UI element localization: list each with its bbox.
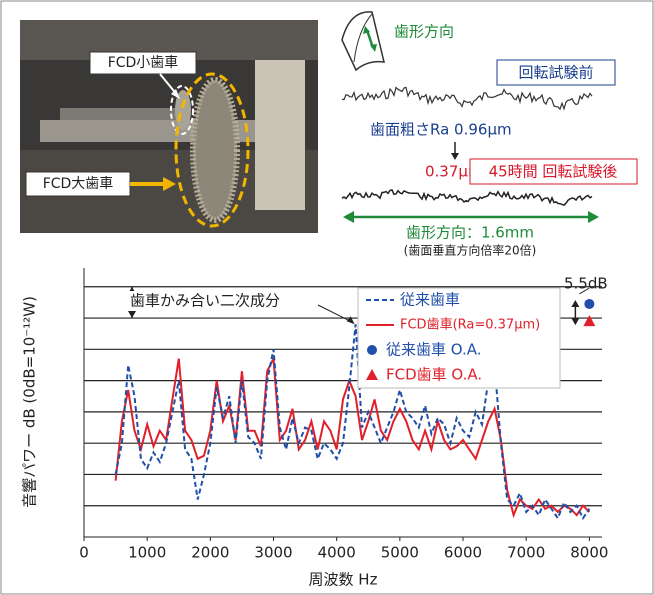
- direction-label: 歯形方向: [394, 23, 454, 41]
- x-tick-label: 1000: [128, 544, 166, 562]
- small-gear-label: FCD小歯車: [108, 54, 179, 71]
- legend-label: 従来歯車: [400, 291, 460, 309]
- legend-label: FCD歯車 O.A.: [386, 366, 482, 384]
- after-label: 45時間 回転試験後: [489, 163, 618, 181]
- legend-label: FCD歯車(Ra=0.37μm): [400, 318, 540, 333]
- ra-before: 歯面粗さRa 0.96μm: [370, 121, 512, 139]
- length-label: 歯形方向：1.6mm: [406, 224, 534, 242]
- figure: FCD小歯車 FCD大歯車 歯形方向 回転試験前 歯面粗さRa 0.96μm 0…: [0, 0, 654, 595]
- oa-point: [584, 299, 594, 309]
- x-tick-label: 4000: [318, 544, 356, 562]
- large-gear-label: FCD大歯車: [43, 175, 114, 192]
- photo: FCD小歯車 FCD大歯車: [20, 20, 318, 233]
- difference-label: 5.5dB: [564, 275, 608, 293]
- annotation: 歯車かみ合い二次成分: [130, 292, 280, 310]
- x-tick-label: 5000: [381, 544, 419, 562]
- x-axis-label: 周波数 Hz: [309, 571, 378, 589]
- x-tick-label: 8000: [570, 544, 608, 562]
- x-tick-label: 3000: [254, 544, 292, 562]
- magnification-label: (歯面垂直方向倍率20倍): [404, 243, 537, 258]
- before-label: 回転試験前: [518, 64, 593, 82]
- x-tick-label: 7000: [507, 544, 545, 562]
- x-tick-label: 0: [79, 544, 89, 562]
- legend-marker: [367, 345, 377, 355]
- y-axis-label: 音響パワー dB (0dB=10⁻¹²W): [21, 296, 39, 508]
- legend-label: 従来歯車 O.A.: [386, 341, 482, 359]
- x-tick-label: 6000: [444, 544, 482, 562]
- x-tick-label: 2000: [191, 544, 229, 562]
